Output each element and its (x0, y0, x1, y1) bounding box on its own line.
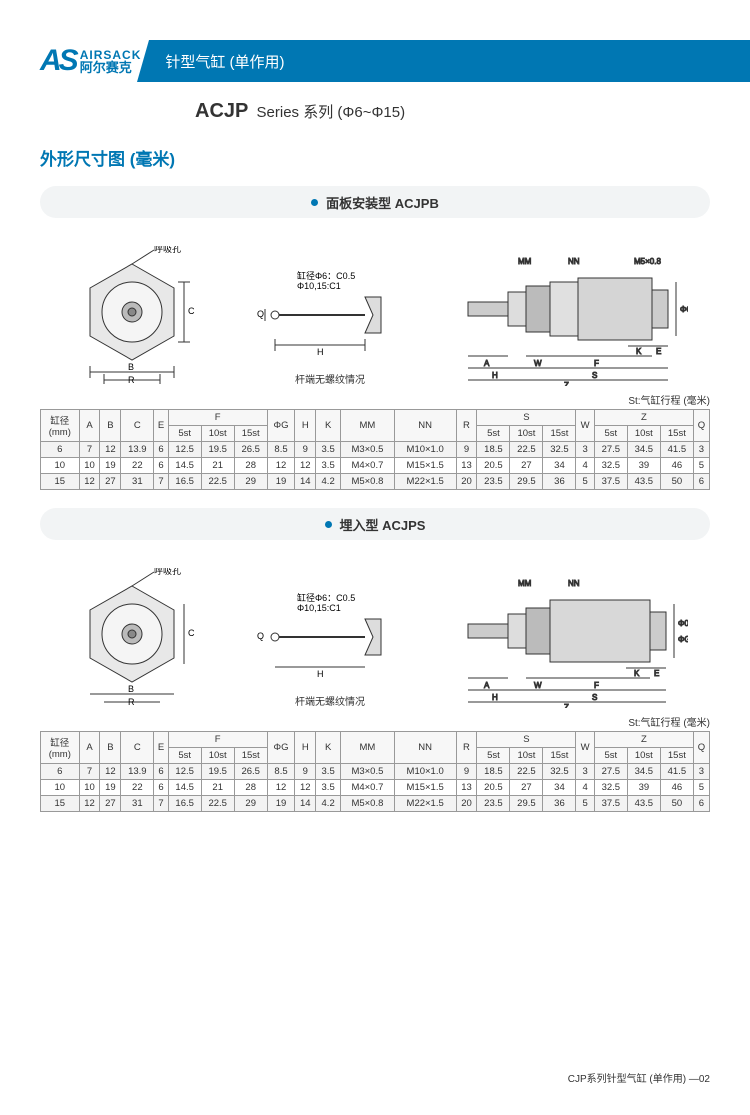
subsection-acjps: 埋入型 ACJPS (40, 508, 710, 540)
svg-text:呼吸孔: 呼吸孔 (154, 246, 181, 254)
table-acjpb: 缸径(mm)ABCEFΦGHKMMNNRSWZQ5st10st15st5st10… (40, 409, 710, 490)
svg-text:Q: Q (257, 631, 264, 641)
svg-text:ΦGh9: ΦGh9 (678, 635, 688, 644)
svg-text:W: W (534, 359, 542, 368)
svg-text:缸径Φ6：C0.5: 缸径Φ6：C0.5 (297, 592, 355, 603)
subsection-acjpb: 面板安装型 ACJPB (40, 186, 710, 218)
svg-text:A: A (484, 681, 490, 690)
svg-text:E: E (654, 669, 659, 678)
svg-text:Φ0.8: Φ0.8 (678, 619, 688, 628)
logo: AS AIRSACK 阿尔赛克 (0, 40, 149, 82)
svg-text:Φ10,15:C1: Φ10,15:C1 (297, 603, 341, 613)
svg-text:NN: NN (568, 579, 580, 588)
rod-caption-2: 杆端无螺纹情况 (255, 693, 405, 708)
table-acjps: 缸径(mm)ABCEFΦGHKMMNNRSWZQ5st10st15st5st10… (40, 731, 710, 812)
banner-title: 针型气缸 (单作用) (149, 40, 750, 82)
rod-view: 缸径Φ6：C0.5 Φ10,15:C1 H Q 杆端无螺纹情况 (255, 267, 405, 386)
series-rest: Series 系列 (Φ6~Φ15) (257, 104, 406, 121)
svg-text:Φ10,15:C1: Φ10,15:C1 (297, 281, 341, 291)
hex-front-view-2: 呼吸孔 RB C (62, 568, 202, 708)
svg-text:MM: MM (518, 579, 532, 588)
svg-text:H: H (317, 669, 324, 679)
rod-caption: 杆端无螺纹情况 (255, 371, 405, 386)
svg-text:K: K (634, 669, 640, 678)
page-footer: CJP系列针型气缸 (单作用) —02 (568, 1070, 710, 1085)
svg-text:H: H (492, 371, 498, 380)
header: AS AIRSACK 阿尔赛克 针型气缸 (单作用) (0, 40, 750, 82)
svg-text:R: R (128, 697, 135, 707)
svg-text:B: B (128, 684, 134, 694)
svg-text:C: C (188, 306, 195, 316)
svg-text:A: A (484, 359, 490, 368)
svg-text:Z: Z (564, 703, 569, 708)
svg-text:NN: NN (568, 257, 580, 266)
svg-text:F: F (594, 681, 599, 690)
logo-en: AIRSACK (80, 49, 142, 61)
svg-text:H: H (492, 693, 498, 702)
svg-text:R: R (128, 375, 135, 385)
logo-cn: 阿尔赛克 (80, 61, 142, 74)
svg-text:ΦG: ΦG (680, 305, 688, 314)
section-title: 外形尺寸图 (毫米) (0, 137, 750, 180)
series-title: ACJP Series 系列 (Φ6~Φ15) (0, 82, 750, 137)
svg-text:H: H (317, 347, 324, 357)
svg-text:K: K (636, 347, 642, 356)
diagrams-acjpb: 呼吸孔 RB C 缸径Φ6：C0.5 Φ10,15:C1 H Q 杆端无螺纹情况 (0, 228, 750, 392)
svg-text:呼吸孔: 呼吸孔 (154, 568, 181, 576)
svg-text:S: S (592, 371, 597, 380)
svg-text:S: S (592, 693, 597, 702)
svg-text:MM: MM (518, 257, 532, 266)
svg-text:E: E (656, 347, 661, 356)
logo-mark: AS (40, 44, 76, 78)
stroke-note-2: St:气缸行程 (毫米) (0, 714, 750, 731)
diagrams-acjps: 呼吸孔 RB C 缸径Φ6：C0.5 Φ10,15:C1 H Q 杆端无螺纹情况 (0, 550, 750, 714)
svg-text:Q: Q (257, 309, 264, 319)
stroke-note-1: St:气缸行程 (毫米) (0, 392, 750, 409)
svg-text:W: W (534, 681, 542, 690)
series-bold: ACJP (195, 100, 248, 122)
svg-text:C: C (188, 628, 195, 638)
svg-text:F: F (594, 359, 599, 368)
svg-text:B: B (128, 362, 134, 372)
rod-view-2: 缸径Φ6：C0.5 Φ10,15:C1 H Q 杆端无螺纹情况 (255, 589, 405, 708)
side-view-acjps: A H W F S Z K E MM NN Φ0.8 ΦGh9 (458, 568, 688, 708)
hex-front-view: 呼吸孔 RB C (62, 246, 202, 386)
svg-text:缸径Φ6：C0.5: 缸径Φ6：C0.5 (297, 270, 355, 281)
svg-text:Z: Z (564, 381, 569, 386)
side-view-acjpb: A H W F S Z K E MM NN M5×0.8 ΦG (458, 246, 688, 386)
svg-text:M5×0.8: M5×0.8 (634, 257, 661, 266)
